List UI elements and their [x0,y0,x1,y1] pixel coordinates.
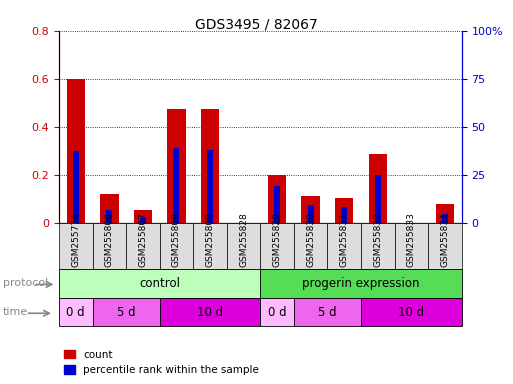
Text: 0 d: 0 d [268,306,286,318]
Bar [73,151,79,223]
Text: progerin expression: progerin expression [302,277,420,290]
Bar [106,210,112,223]
Text: 10 d: 10 d [398,306,424,318]
Text: control: control [139,277,180,290]
Bar [140,218,146,223]
Bar [341,207,347,223]
Text: 5 d: 5 d [318,306,337,318]
Bar [308,205,314,223]
Text: 5 d: 5 d [117,306,135,318]
Bar [335,197,353,223]
Bar [375,175,381,223]
Bar [268,175,286,223]
Bar [167,109,186,223]
Bar [100,194,119,223]
Text: GSM255828: GSM255828 [239,212,248,267]
Bar [67,79,85,223]
Text: GSM255830: GSM255830 [306,212,315,267]
Text: 10 d: 10 d [197,306,223,318]
Text: GSM255809: GSM255809 [206,212,214,267]
Text: GSM255833: GSM255833 [407,212,416,267]
Text: GSM255834: GSM255834 [441,212,449,267]
Text: 0 d: 0 d [67,306,85,318]
Text: protocol: protocol [3,278,48,288]
Bar [442,214,448,223]
Text: GDS3495 / 82067: GDS3495 / 82067 [195,17,318,31]
Legend: count, percentile rank within the sample: count, percentile rank within the sample [64,350,259,375]
Text: GSM255806: GSM255806 [105,212,114,267]
Bar [274,185,280,223]
Text: time: time [3,307,28,317]
Bar [173,148,180,223]
Text: GSM255832: GSM255832 [373,212,382,267]
Bar [201,109,219,223]
Bar [207,149,213,223]
Bar [134,210,152,223]
Text: GSM255774: GSM255774 [71,212,80,267]
Text: GSM255831: GSM255831 [340,212,349,267]
Text: GSM255807: GSM255807 [139,212,147,267]
Text: GSM255829: GSM255829 [272,212,282,267]
Bar [368,154,387,223]
Bar [302,196,320,223]
Text: GSM255808: GSM255808 [172,212,181,267]
Bar [436,204,454,223]
